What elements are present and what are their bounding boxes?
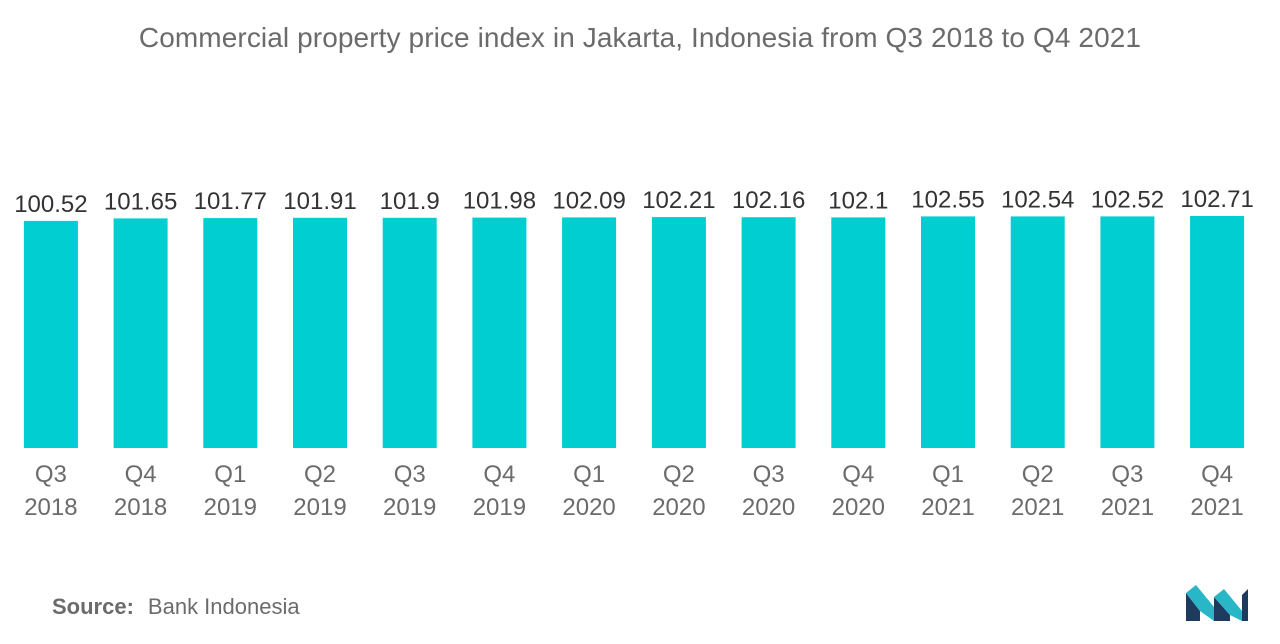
data-label: 101.91 bbox=[283, 188, 356, 215]
x-tick-label: Q4 bbox=[483, 461, 515, 488]
data-label: 101.65 bbox=[104, 188, 177, 215]
data-label: 102.16 bbox=[732, 187, 805, 214]
bar bbox=[1010, 216, 1065, 448]
mordor-intelligence-logo-icon bbox=[1186, 585, 1248, 621]
x-tick-label: Q4 bbox=[842, 461, 874, 488]
bar bbox=[472, 217, 527, 448]
data-label: 102.1 bbox=[828, 187, 888, 214]
x-tick-label: 2020 bbox=[832, 494, 885, 521]
data-label: 102.21 bbox=[642, 187, 715, 214]
x-tick-label: Q1 bbox=[573, 461, 605, 488]
bar bbox=[1190, 216, 1245, 448]
x-tick-label: Q1 bbox=[214, 461, 246, 488]
x-tick-label: 2019 bbox=[204, 494, 257, 521]
data-label: 101.77 bbox=[194, 188, 267, 215]
data-label: 102.54 bbox=[1001, 186, 1074, 213]
x-tick-label: 2020 bbox=[742, 494, 795, 521]
bar bbox=[831, 217, 886, 448]
data-label: 100.52 bbox=[14, 191, 87, 218]
bar bbox=[651, 217, 706, 448]
x-tick-label: 2021 bbox=[1190, 494, 1243, 521]
bar bbox=[741, 217, 796, 448]
source-note: Source: Bank Indonesia bbox=[52, 594, 300, 620]
x-tick-label: Q4 bbox=[1201, 461, 1233, 488]
x-tick-label: 2021 bbox=[921, 494, 974, 521]
data-label: 102.52 bbox=[1091, 186, 1164, 213]
data-label: 102.71 bbox=[1180, 186, 1253, 213]
data-label: 102.55 bbox=[911, 186, 984, 213]
x-tick-label: 2021 bbox=[1101, 494, 1154, 521]
x-tick-label: Q2 bbox=[1022, 461, 1054, 488]
x-tick-label: 2021 bbox=[1011, 494, 1064, 521]
x-tick-label: Q4 bbox=[125, 461, 157, 488]
x-tick-label: Q2 bbox=[663, 461, 695, 488]
x-tick-label: Q3 bbox=[753, 461, 785, 488]
x-tick-label: Q1 bbox=[932, 461, 964, 488]
x-tick-label: 2020 bbox=[562, 494, 615, 521]
bar bbox=[1100, 216, 1155, 448]
source-label: Source: bbox=[52, 594, 134, 619]
bar bbox=[921, 216, 975, 448]
x-tick-label: 2019 bbox=[473, 494, 526, 521]
data-label: 102.09 bbox=[552, 187, 625, 214]
chart-title: Commercial property price index in Jakar… bbox=[138, 22, 1142, 53]
data-label: 101.98 bbox=[463, 188, 536, 215]
x-tick-label: 2019 bbox=[293, 494, 346, 521]
x-tick-label: Q3 bbox=[394, 461, 426, 488]
bar bbox=[382, 217, 437, 448]
bar bbox=[562, 217, 617, 448]
bar bbox=[203, 218, 258, 448]
x-tick-label: 2018 bbox=[24, 494, 77, 521]
x-tick-label: Q3 bbox=[35, 461, 67, 488]
bar bbox=[23, 220, 78, 448]
bar bbox=[113, 218, 168, 448]
bar bbox=[293, 217, 347, 448]
bar-chart: 100.52 Q3 2018 101.65 Q4 2018 101.77 Q1 2019 101.… bbox=[14, 186, 1254, 521]
x-tick-label: Q2 bbox=[304, 461, 336, 488]
x-tick-label: 2019 bbox=[383, 494, 436, 521]
x-tick-label: 2018 bbox=[114, 494, 167, 521]
data-label: 101.9 bbox=[380, 188, 440, 215]
x-tick-label: Q3 bbox=[1111, 461, 1143, 488]
x-tick-label: 2020 bbox=[652, 494, 705, 521]
source-text: Bank Indonesia bbox=[147, 594, 300, 619]
